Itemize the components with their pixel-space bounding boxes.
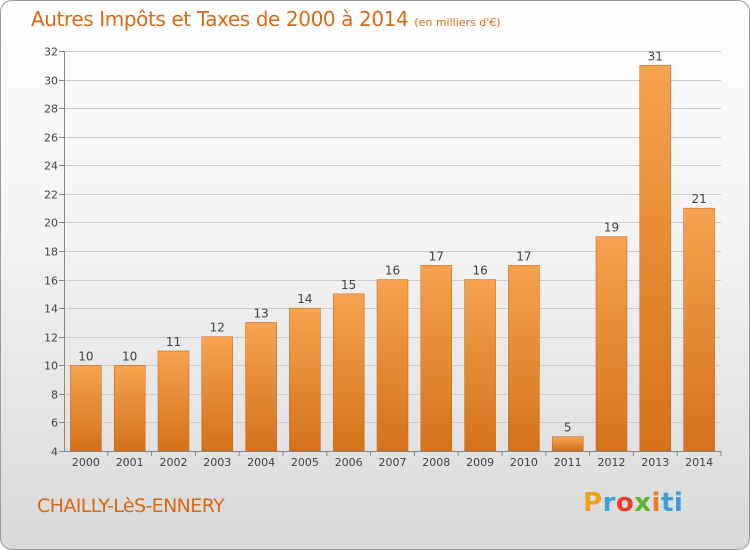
x-tick-label: 2010	[510, 456, 538, 469]
x-tick-label: 2011	[554, 456, 582, 469]
data-label: 10	[78, 349, 93, 363]
logo-letter: x	[634, 488, 652, 518]
y-tick-label: 10	[44, 360, 58, 373]
bar-layer	[70, 65, 715, 452]
x-tick-label: 2000	[72, 456, 100, 469]
y-tick-label: 16	[44, 275, 58, 288]
x-tick-label: 2013	[641, 456, 669, 469]
data-label: 31	[648, 49, 663, 63]
x-tick-label: 2012	[598, 456, 626, 469]
axis-layer: 4 6 8 10 12 14 16 18 20 22 24 26 28 30 32 10 2000 10 2001 1…	[44, 46, 722, 469]
x-tick-label: 2009	[466, 456, 494, 469]
bar	[157, 350, 190, 452]
data-label: 17	[516, 249, 531, 263]
data-label: 14	[297, 292, 312, 306]
bar	[683, 207, 715, 452]
x-tick-label: 2003	[203, 456, 231, 469]
data-label: 19	[604, 221, 619, 235]
y-tick-label: 4	[51, 446, 58, 459]
y-tick-label: 22	[44, 189, 58, 202]
x-tick-label: 2004	[247, 456, 275, 469]
x-tick-label: 2002	[160, 456, 188, 469]
y-tick-label: 14	[44, 303, 58, 316]
data-label: 16	[385, 264, 400, 278]
bar	[420, 265, 453, 452]
y-tick-label: 24	[44, 160, 58, 173]
x-tick-label: 2008	[422, 456, 450, 469]
data-label: 16	[472, 264, 487, 278]
x-tick-label: 2007	[379, 456, 407, 469]
data-label: 13	[253, 306, 268, 320]
data-label: 5	[564, 421, 572, 435]
y-tick-label: 18	[44, 246, 58, 259]
bar	[595, 236, 628, 452]
data-label: 21	[691, 192, 706, 206]
data-label: 11	[166, 335, 181, 349]
y-tick-label: 30	[44, 75, 58, 88]
y-tick-label: 28	[44, 103, 58, 116]
bar	[639, 65, 672, 452]
bar	[376, 279, 409, 452]
y-tick-label: 8	[51, 389, 58, 402]
bar	[289, 307, 321, 452]
logo-letter: i	[651, 488, 661, 518]
bar	[464, 279, 496, 452]
bar	[332, 293, 365, 452]
logo-letter: r	[602, 488, 616, 518]
data-label: 10	[122, 349, 137, 363]
y-tick-label: 20	[44, 217, 58, 230]
bar	[508, 265, 540, 452]
title-text: Autres Impôts et Taxes de 2000 à 2014	[31, 7, 409, 31]
data-label: 17	[429, 249, 444, 263]
bar	[551, 436, 584, 452]
y-tick-label: 26	[44, 132, 58, 145]
y-tick-label: 6	[51, 417, 58, 430]
logo-letter: ti	[660, 488, 684, 518]
data-label: 12	[210, 321, 225, 335]
proxiti-logo[interactable]: Proxiti	[583, 488, 683, 518]
y-tick-label: 12	[44, 332, 58, 345]
x-tick-label: 2006	[335, 456, 363, 469]
chart-title: Autres Impôts et Taxes de 2000 à 2014 (en…	[31, 7, 501, 31]
bar	[113, 365, 146, 452]
bar	[70, 365, 102, 452]
x-tick-label: 2005	[291, 456, 319, 469]
logo-letter: P	[583, 488, 603, 518]
logo-letter: o	[615, 488, 635, 518]
city-name: CHAILLY-LèS-ENNERY	[37, 495, 225, 517]
bar	[245, 322, 277, 452]
bar	[201, 336, 234, 452]
unit-label: (en milliers d'€)	[414, 16, 501, 29]
data-label: 15	[341, 278, 356, 292]
y-tick-label: 32	[44, 46, 58, 59]
x-tick-label: 2001	[116, 456, 144, 469]
x-tick-label: 2014	[685, 456, 713, 469]
